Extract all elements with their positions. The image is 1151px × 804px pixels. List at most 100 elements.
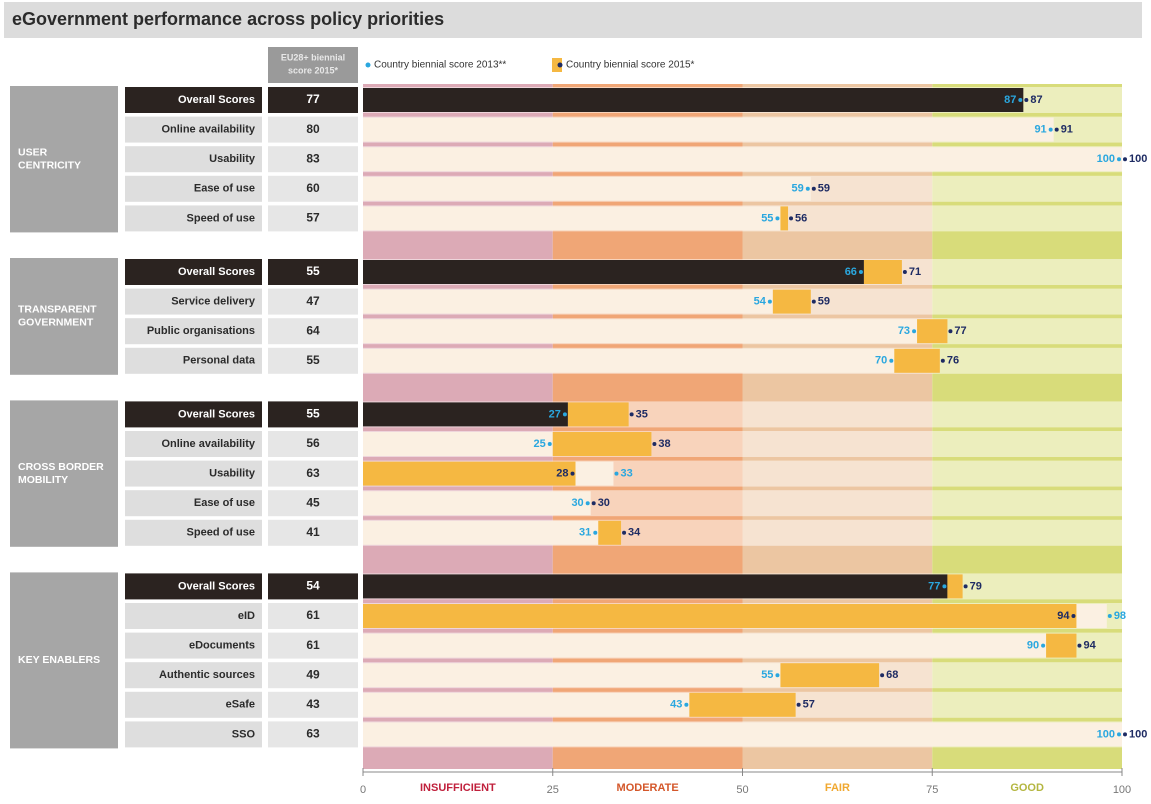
score-label: 34 bbox=[628, 527, 641, 539]
band-label: GOOD bbox=[1010, 782, 1044, 794]
category-label: Speed of use bbox=[187, 212, 255, 224]
category-box bbox=[125, 288, 262, 315]
score-dot bbox=[811, 186, 816, 191]
score-label: 100 bbox=[1129, 728, 1147, 740]
group-label: CROSS BORDER bbox=[18, 461, 104, 473]
bar-change bbox=[863, 260, 902, 284]
eu-score: 80 bbox=[306, 122, 320, 136]
score-dot bbox=[775, 216, 780, 221]
bar-2013 bbox=[363, 402, 568, 427]
eu-header-box bbox=[268, 47, 358, 83]
eu-score: 55 bbox=[306, 264, 320, 278]
score-label: 54 bbox=[754, 296, 767, 308]
bar-change bbox=[917, 319, 948, 344]
category-label: Speed of use bbox=[187, 527, 255, 539]
score-dot bbox=[593, 530, 598, 535]
score-dot bbox=[1048, 127, 1053, 132]
score-label: 98 bbox=[1114, 610, 1126, 622]
score-label: 59 bbox=[818, 296, 830, 308]
bar-change bbox=[1046, 633, 1077, 658]
bar-2013 bbox=[363, 663, 781, 688]
legend-dot bbox=[557, 62, 563, 68]
x-tick-label: 0 bbox=[360, 784, 366, 796]
eu-score: 61 bbox=[306, 638, 320, 652]
score-dot bbox=[940, 358, 945, 363]
eu-score: 49 bbox=[306, 667, 320, 681]
bar-2013 bbox=[363, 260, 864, 284]
category-label: eID bbox=[238, 610, 255, 622]
score-dot bbox=[1123, 732, 1127, 737]
bar-change bbox=[552, 432, 652, 456]
score-dot bbox=[1123, 157, 1127, 162]
bar-change bbox=[575, 461, 614, 486]
score-label: 59 bbox=[818, 183, 830, 195]
eu-header: score 2015* bbox=[288, 65, 339, 75]
eu-box bbox=[268, 632, 358, 659]
category-box bbox=[125, 519, 262, 546]
score-label: 79 bbox=[970, 580, 982, 592]
score-label: 57 bbox=[803, 699, 815, 711]
score-dot bbox=[1117, 732, 1121, 737]
score-dot bbox=[889, 358, 894, 363]
score-label: 28 bbox=[556, 468, 568, 480]
score-label: 70 bbox=[875, 355, 887, 367]
category-box bbox=[125, 175, 262, 202]
category-label: Usability bbox=[209, 468, 256, 480]
score-label: 91 bbox=[1034, 124, 1046, 136]
score-label: 56 bbox=[795, 212, 807, 224]
bar-change bbox=[780, 663, 880, 688]
bar-change bbox=[1076, 604, 1107, 628]
eu-box bbox=[268, 205, 358, 232]
x-tick-label: 75 bbox=[926, 784, 938, 796]
score-label: 100 bbox=[1129, 153, 1147, 165]
eu-score: 55 bbox=[306, 407, 320, 421]
eu-score: 47 bbox=[306, 294, 320, 308]
category-label: Overall Scores bbox=[178, 580, 255, 592]
category-label: SSO bbox=[232, 728, 256, 740]
title-bar bbox=[4, 2, 1142, 38]
eu-box bbox=[268, 87, 358, 113]
category-box bbox=[125, 460, 262, 487]
band-label: FAIR bbox=[825, 782, 850, 794]
category-label: Usability bbox=[209, 153, 256, 165]
eu-box bbox=[268, 318, 358, 345]
score-dot bbox=[811, 299, 816, 304]
score-dot bbox=[652, 442, 657, 446]
bar-2013 bbox=[363, 319, 918, 344]
eu-box bbox=[268, 401, 358, 428]
group-box bbox=[10, 400, 118, 547]
bar-2013 bbox=[363, 432, 553, 456]
eu-score: 43 bbox=[306, 697, 320, 711]
score-dot bbox=[1054, 127, 1059, 132]
score-dot bbox=[1041, 643, 1046, 648]
score-label: 27 bbox=[549, 408, 561, 420]
eu-score: 56 bbox=[306, 436, 320, 450]
bar-2013 bbox=[363, 722, 1122, 747]
group-label: CENTRICITY bbox=[18, 159, 81, 171]
category-box bbox=[125, 691, 262, 718]
legend-swatch bbox=[552, 58, 562, 72]
category-box bbox=[125, 490, 262, 517]
score-dot bbox=[629, 412, 634, 417]
category-box bbox=[125, 146, 262, 173]
bar-change bbox=[567, 402, 629, 427]
x-tick-label: 50 bbox=[736, 784, 748, 796]
score-dot bbox=[948, 329, 953, 334]
bar-2013 bbox=[363, 574, 948, 599]
group-box bbox=[10, 86, 118, 233]
category-box bbox=[125, 662, 262, 689]
score-label: 31 bbox=[579, 527, 591, 539]
score-label: 38 bbox=[658, 438, 670, 450]
eu-score: 45 bbox=[306, 495, 320, 509]
score-dot bbox=[880, 673, 885, 678]
eu-box bbox=[268, 431, 358, 457]
bar-2013 bbox=[363, 147, 1122, 172]
score-label: 71 bbox=[909, 266, 921, 278]
bar-2015 bbox=[363, 461, 576, 486]
score-dot bbox=[789, 216, 794, 221]
score-dot bbox=[1107, 614, 1112, 618]
x-tick-label: 100 bbox=[1113, 784, 1131, 796]
score-dot bbox=[775, 673, 780, 678]
legend-dot bbox=[365, 62, 371, 68]
